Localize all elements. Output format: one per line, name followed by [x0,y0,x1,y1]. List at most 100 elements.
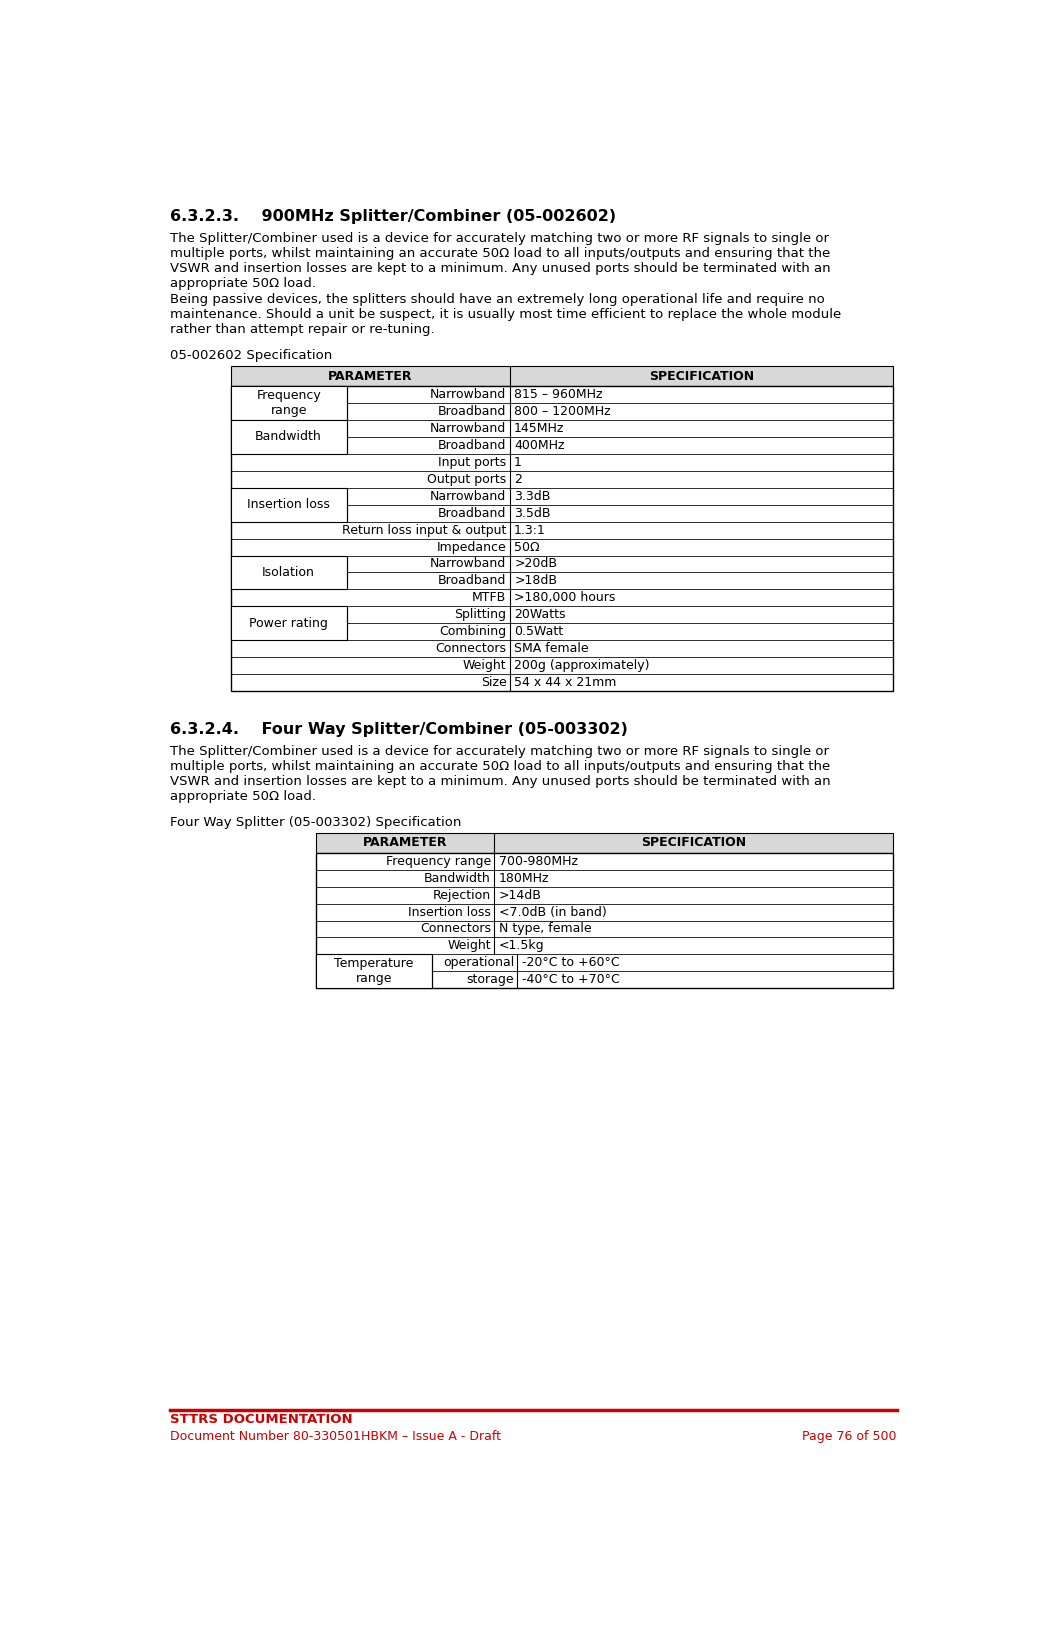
Text: Page 76 of 500: Page 76 of 500 [802,1430,897,1443]
Text: SMA female: SMA female [514,643,589,654]
Text: Narrowband: Narrowband [430,388,507,401]
Text: MTFB: MTFB [472,591,507,604]
Bar [230,589,893,607]
Text: Rejection: Rejection [433,888,491,901]
Bar [230,658,893,674]
Text: Document Number 80-330501HBKM – Issue A - Draft: Document Number 80-330501HBKM – Issue A … [170,1430,501,1443]
Bar [316,833,893,852]
Text: 1.3:1: 1.3:1 [514,524,546,537]
Text: appropriate 50Ω load.: appropriate 50Ω load. [170,276,316,290]
Text: 1: 1 [514,456,522,470]
Text: Frequency range: Frequency range [386,854,491,867]
Text: STTRS DOCUMENTATION: STTRS DOCUMENTATION [170,1414,353,1427]
Text: Broadband: Broadband [438,438,507,452]
Text: The Splitter/Combiner used is a device for accurately matching two or more RF si: The Splitter/Combiner used is a device f… [170,744,829,757]
Bar [230,420,347,453]
Text: Splitting: Splitting [455,609,507,622]
Text: multiple ports, whilst maintaining an accurate 50Ω load to all inputs/outputs an: multiple ports, whilst maintaining an ac… [170,761,830,772]
Bar [230,453,893,471]
Text: appropriate 50Ω load.: appropriate 50Ω load. [170,790,316,803]
Text: >180,000 hours: >180,000 hours [514,591,616,604]
Text: N type, female: N type, female [498,923,592,936]
Bar [316,852,893,870]
Bar [230,607,893,623]
Text: <1.5kg: <1.5kg [498,939,544,952]
Text: Narrowband: Narrowband [430,489,507,502]
Text: PARAMETER: PARAMETER [362,836,447,849]
Text: Frequency
range: Frequency range [256,389,321,417]
Bar [316,852,893,988]
Bar [230,640,893,658]
Bar [316,937,893,954]
Text: 800 – 1200MHz: 800 – 1200MHz [514,406,610,419]
Text: Power rating: Power rating [249,617,328,630]
Text: Four Way Splitter (05-003302) Specification: Four Way Splitter (05-003302) Specificat… [170,816,462,829]
Bar [230,420,893,437]
Text: Narrowband: Narrowband [430,422,507,435]
Text: SPECIFICATION: SPECIFICATION [641,836,746,849]
Bar [230,556,347,589]
Text: Being passive devices, the splitters should have an extremely long operational l: Being passive devices, the splitters sho… [170,293,825,306]
Text: -40°C to +70°C: -40°C to +70°C [522,973,620,987]
Text: maintenance. Should a unit be suspect, it is usually most time efficient to repl: maintenance. Should a unit be suspect, i… [170,308,842,321]
Bar [230,386,893,402]
Text: VSWR and insertion losses are kept to a minimum. Any unused ports should be term: VSWR and insertion losses are kept to a … [170,775,830,789]
Text: >20dB: >20dB [514,558,557,571]
Bar [230,488,893,504]
Text: Bandwidth: Bandwidth [255,430,322,443]
Bar [230,674,893,690]
Bar [230,623,893,640]
Text: The Splitter/Combiner used is a device for accurately matching two or more RF si: The Splitter/Combiner used is a device f… [170,232,829,245]
Bar [316,954,432,988]
Text: 6.3.2.3.    900MHz Splitter/Combiner (05-002602): 6.3.2.3. 900MHz Splitter/Combiner (05-00… [170,209,617,224]
Text: Weight: Weight [447,939,491,952]
Text: 54 x 44 x 21mm: 54 x 44 x 21mm [514,676,617,689]
Bar [316,870,893,887]
Text: 05-002602 Specification: 05-002602 Specification [170,348,332,362]
Text: 400MHz: 400MHz [514,438,565,452]
Text: operational: operational [443,957,514,970]
Bar [230,402,893,420]
Bar [316,887,893,903]
Text: Temperature
range: Temperature range [334,957,413,985]
Text: Connectors: Connectors [435,643,507,654]
Text: Insertion loss: Insertion loss [247,499,330,510]
Text: 145MHz: 145MHz [514,422,565,435]
Bar [316,921,893,937]
Bar [316,972,893,988]
Text: Impedance: Impedance [437,540,507,553]
Text: Insertion loss: Insertion loss [408,906,491,918]
Text: 3.3dB: 3.3dB [514,489,550,502]
Text: Weight: Weight [463,659,507,672]
Text: 2: 2 [514,473,522,486]
Text: 815 – 960MHz: 815 – 960MHz [514,388,603,401]
Text: 0.5Watt: 0.5Watt [514,625,564,638]
Bar [316,954,893,972]
Text: 3.5dB: 3.5dB [514,507,550,520]
Text: 700-980MHz: 700-980MHz [498,854,578,867]
Bar [230,386,893,690]
Bar [230,437,893,453]
Text: multiple ports, whilst maintaining an accurate 50Ω load to all inputs/outputs an: multiple ports, whilst maintaining an ac… [170,247,830,260]
Text: SPECIFICATION: SPECIFICATION [649,370,754,383]
Text: Size: Size [481,676,507,689]
Bar [230,488,347,522]
Text: Isolation: Isolation [263,566,316,579]
Text: rather than attempt repair or re-tuning.: rather than attempt repair or re-tuning. [170,324,435,337]
Text: 20Watts: 20Watts [514,609,566,622]
Text: Bandwidth: Bandwidth [425,872,491,885]
Text: >18dB: >18dB [514,574,557,587]
Bar [230,386,347,420]
Bar [230,471,893,488]
Bar [230,556,893,573]
Text: Broadband: Broadband [438,507,507,520]
Text: 50Ω: 50Ω [514,540,540,553]
Text: Output ports: Output ports [428,473,507,486]
Text: -20°C to +60°C: -20°C to +60°C [522,957,620,970]
Text: Input ports: Input ports [438,456,507,470]
Text: Combining: Combining [439,625,507,638]
Text: Narrowband: Narrowband [430,558,507,571]
Bar [316,903,893,921]
Text: Return loss input & output: Return loss input & output [343,524,507,537]
Bar [230,522,893,538]
